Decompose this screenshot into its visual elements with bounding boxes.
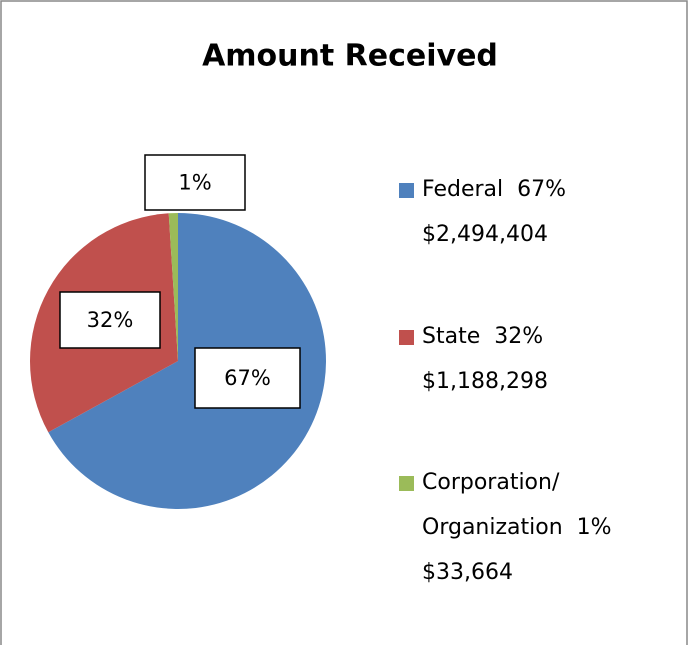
- legend-label: $1,188,298: [422, 369, 548, 394]
- data-label: 1%: [178, 171, 211, 195]
- legend-label: $2,494,404: [422, 222, 548, 247]
- data-label-box: [59, 291, 161, 349]
- pie-slice: [168, 213, 178, 361]
- chart-title: Amount Received: [202, 39, 498, 74]
- legend-swatch: [399, 183, 414, 198]
- legend-swatch: [399, 330, 414, 345]
- legend-label: $33,664: [422, 560, 513, 585]
- data-label: 67%: [224, 366, 271, 390]
- data-label: 32%: [87, 308, 134, 332]
- legend-label: State 32%: [422, 324, 543, 349]
- legend-label: Corporation/: [422, 470, 560, 495]
- legend-label: Organization 1%: [422, 515, 612, 540]
- data-label-box: [194, 347, 301, 409]
- data-label-box: [144, 154, 246, 211]
- legend-label: Federal 67%: [422, 177, 566, 202]
- legend-swatch: [399, 476, 414, 491]
- pie-slice: [48, 213, 326, 510]
